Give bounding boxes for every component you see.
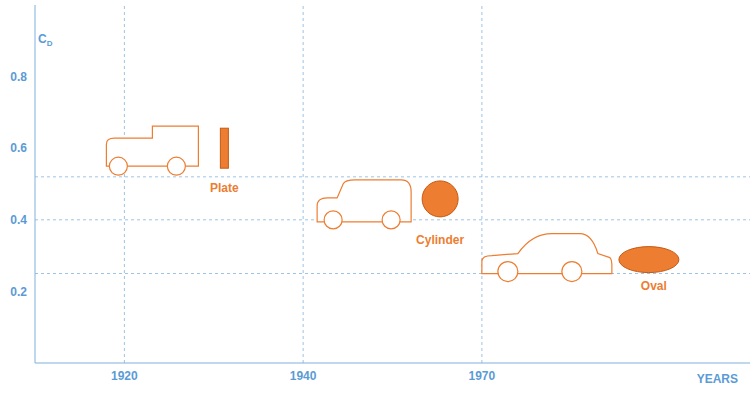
svg-text:Cylinder: Cylinder	[416, 233, 464, 247]
svg-text:0.6: 0.6	[10, 141, 27, 155]
svg-text:1970: 1970	[469, 369, 496, 383]
svg-text:1920: 1920	[111, 369, 138, 383]
svg-text:0.4: 0.4	[10, 213, 27, 227]
svg-text:0.8: 0.8	[10, 70, 27, 84]
svg-text:YEARS: YEARS	[697, 372, 738, 386]
svg-text:Oval: Oval	[641, 279, 667, 293]
svg-text:1940: 1940	[290, 369, 317, 383]
svg-text:0.2: 0.2	[10, 285, 27, 299]
svg-text:Plate: Plate	[210, 181, 239, 195]
svg-text:CD: CD	[38, 32, 53, 48]
